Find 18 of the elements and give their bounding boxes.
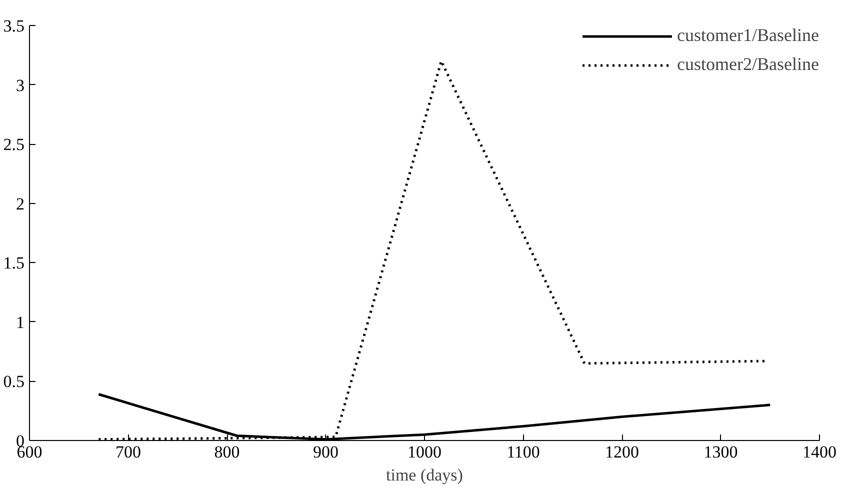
- y-tick-label: 2.5: [3, 135, 24, 154]
- x-tick-label: 700: [116, 442, 141, 462]
- y-tick-label: 1: [16, 312, 24, 332]
- y-tick-label: 3: [16, 76, 24, 95]
- x-tick-label: 800: [214, 442, 240, 462]
- legend-label: customer2/Baseline: [677, 54, 819, 75]
- x-tick-label: 1100: [506, 442, 540, 462]
- x-tick-label: 1400: [802, 442, 836, 462]
- x-tick-label: 1200: [605, 442, 639, 462]
- y-tick-label: 3.5: [3, 16, 24, 36]
- y-tick-label: 2: [16, 194, 24, 214]
- legend-label: customer1/Baseline: [677, 25, 819, 46]
- x-axis-title: time (days): [386, 466, 463, 484]
- x-tick-label: 1300: [704, 442, 738, 462]
- y-tick-label: 1.5: [3, 254, 24, 273]
- x-tick-label: 900: [313, 442, 338, 462]
- y-tick-label: 0.5: [3, 372, 24, 392]
- x-tick-label: 1000: [408, 442, 442, 462]
